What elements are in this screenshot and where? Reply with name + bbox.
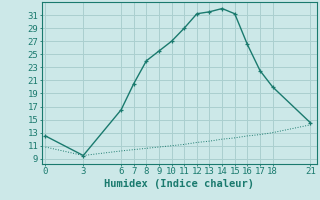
- X-axis label: Humidex (Indice chaleur): Humidex (Indice chaleur): [104, 179, 254, 189]
